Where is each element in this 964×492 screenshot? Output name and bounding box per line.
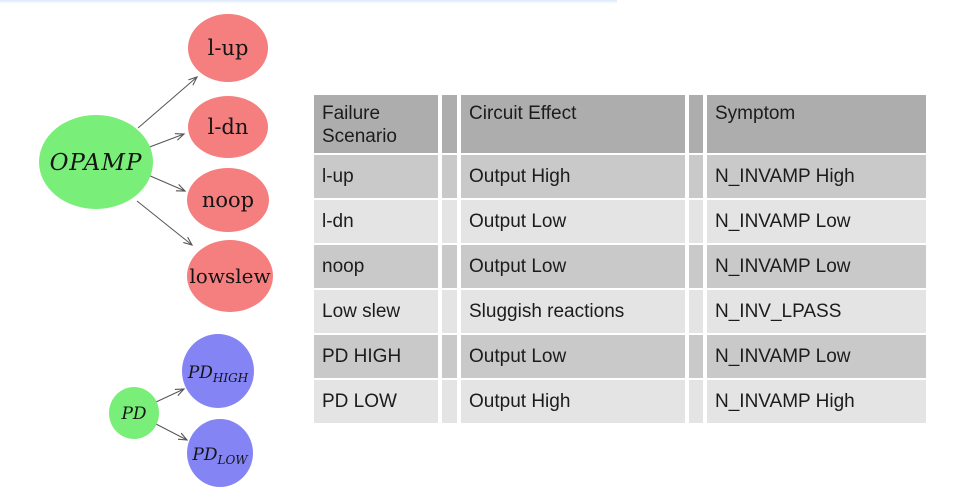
node-noop: noop xyxy=(187,168,269,232)
row6-spacer-2 xyxy=(689,380,703,423)
row5-spacer-1 xyxy=(442,335,457,378)
pd-low-base: PD xyxy=(191,445,217,465)
noop-ellipse xyxy=(187,168,269,232)
opamp-label: OPAMP xyxy=(50,150,143,176)
row4-symptom: N_INV_LPASS xyxy=(707,290,926,333)
lowslew-label: lowslew xyxy=(189,264,270,288)
row1-symptom: N_INVAMP High xyxy=(707,155,926,198)
row6-scenario: PD LOW xyxy=(314,380,438,423)
edge-opamp-ldn xyxy=(146,134,184,149)
pd-high-base: PD xyxy=(187,363,213,383)
edge-pd-pdlow xyxy=(155,423,187,440)
row6-effect: Output High xyxy=(461,380,685,423)
row5-effect: Output Low xyxy=(461,335,685,378)
row5-symptom: N_INVAMP Low xyxy=(707,335,926,378)
top-edge-strip xyxy=(0,0,617,4)
col-header-failure-scenario: Failure Scenario xyxy=(314,95,438,153)
row1-spacer-2 xyxy=(689,155,703,198)
row1-effect: Output High xyxy=(461,155,685,198)
node-pd: PD xyxy=(109,387,159,439)
edge-opamp-lowslew xyxy=(136,200,192,245)
edge-opamp-noop xyxy=(147,174,185,191)
pd-low-ellipse xyxy=(187,419,253,487)
col-header-circuit-effect: Circuit Effect xyxy=(461,95,685,153)
pd-high-label: PDHIGH xyxy=(187,363,249,385)
pd-high-ellipse xyxy=(182,334,254,408)
pd-label: PD xyxy=(120,404,146,424)
node-lup: l-up xyxy=(188,14,268,82)
row6-symptom: N_INVAMP High xyxy=(707,380,926,423)
fault-tree-diagram: OPAMP l-up l-dn noop lowslew PD PDHIGH xyxy=(39,14,273,487)
row5-scenario: PD HIGH xyxy=(314,335,438,378)
row6-spacer-1 xyxy=(442,380,457,423)
node-pd-low: PDLOW xyxy=(187,419,253,487)
row4-effect: Sluggish reactions xyxy=(461,290,685,333)
lup-label: l-up xyxy=(208,36,249,60)
row4-spacer-1 xyxy=(442,290,457,333)
node-pd-high: PDHIGH xyxy=(182,334,254,408)
row2-scenario: l-dn xyxy=(314,200,438,243)
row3-spacer-1 xyxy=(442,245,457,288)
row3-scenario: noop xyxy=(314,245,438,288)
ldn-label: l-dn xyxy=(208,115,249,139)
pd-low-sub: LOW xyxy=(216,453,249,467)
row3-effect: Output Low xyxy=(461,245,685,288)
row1-scenario: l-up xyxy=(314,155,438,198)
row2-symptom: N_INVAMP Low xyxy=(707,200,926,243)
node-ldn: l-dn xyxy=(188,96,268,158)
row3-symptom: N_INVAMP Low xyxy=(707,245,926,288)
edge-opamp-lup xyxy=(137,77,197,129)
header-spacer-2 xyxy=(689,95,703,153)
noop-label: noop xyxy=(202,188,254,212)
row1-spacer-1 xyxy=(442,155,457,198)
lup-ellipse xyxy=(188,14,268,82)
failure-symptom-table: Failure Scenario Circuit Effect Symptom … xyxy=(314,95,926,423)
row4-scenario: Low slew xyxy=(314,290,438,333)
pd-high-sub: HIGH xyxy=(212,371,249,385)
row2-effect: Output Low xyxy=(461,200,685,243)
node-opamp: OPAMP xyxy=(39,115,153,209)
row5-spacer-2 xyxy=(689,335,703,378)
opamp-ellipse xyxy=(39,115,153,209)
lowslew-ellipse xyxy=(187,240,273,312)
node-lowslew: lowslew xyxy=(187,240,273,312)
pd-low-label: PDLOW xyxy=(191,445,249,467)
col-header-symptom: Symptom xyxy=(707,95,926,153)
row4-spacer-2 xyxy=(689,290,703,333)
row3-spacer-2 xyxy=(689,245,703,288)
row2-spacer-2 xyxy=(689,200,703,243)
diagram-edges xyxy=(136,77,197,440)
header-spacer-1 xyxy=(442,95,457,153)
edge-pd-pdhigh xyxy=(155,389,184,403)
ldn-ellipse xyxy=(188,96,268,158)
pd-ellipse xyxy=(109,387,159,439)
row2-spacer-1 xyxy=(442,200,457,243)
